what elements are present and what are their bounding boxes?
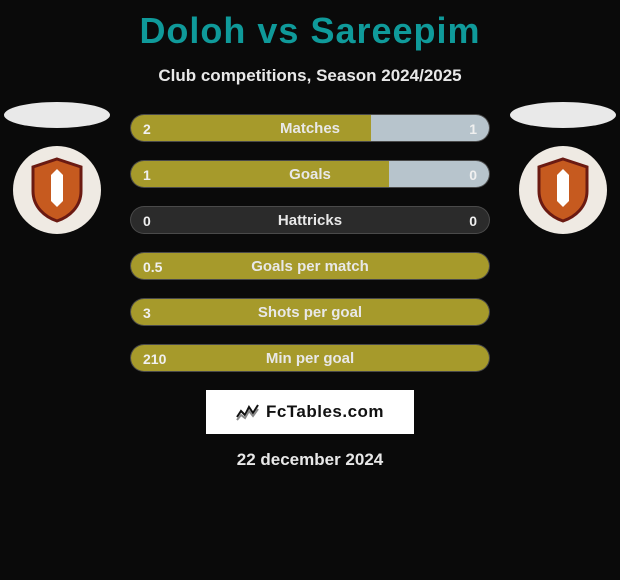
stat-row: Matches2 1: [130, 114, 490, 142]
comparison-panel: Matches21Goals10Hattricks00Goals per mat…: [0, 114, 620, 372]
stat-row: Shots per goal3: [130, 298, 490, 326]
player-right-club-badge: [519, 146, 607, 234]
credit-text: FcTables.com: [266, 402, 384, 422]
player-left-column: [2, 102, 112, 234]
stat-label: Goals: [131, 161, 489, 188]
stat-value-left: 0: [143, 207, 151, 234]
player-right-photo-placeholder: [510, 102, 616, 128]
chart-wave-icon: [236, 403, 260, 421]
player-left-club-badge: [13, 146, 101, 234]
stat-value-left: 0.5: [143, 253, 162, 280]
stat-row: Goals per match0.5: [130, 252, 490, 280]
stat-row: Goals1 0: [130, 160, 490, 188]
stat-value-left: 210: [143, 345, 166, 372]
stat-label: Shots per goal: [131, 299, 489, 326]
stat-value-left: 1: [143, 161, 151, 188]
shield-inner-icon: [557, 169, 569, 207]
stat-label: Matches: [131, 115, 489, 142]
shield-icon: [535, 157, 591, 223]
stat-label: Min per goal: [131, 345, 489, 372]
stat-value-right: 0: [469, 161, 477, 188]
stat-label: Goals per match: [131, 253, 489, 280]
credit-box: FcTables.com: [206, 390, 414, 434]
stat-row: Hattricks0 0: [130, 206, 490, 234]
subtitle: Club competitions, Season 2024/2025: [0, 66, 620, 86]
player-left-photo-placeholder: [4, 102, 110, 128]
stat-value-left: 2: [143, 115, 151, 142]
shield-inner-icon: [51, 169, 63, 207]
date-text: 22 december 2024: [0, 450, 620, 470]
shield-icon: [29, 157, 85, 223]
player-right-column: [508, 102, 618, 234]
stat-row: Min per goal210: [130, 344, 490, 372]
stat-value-left: 3: [143, 299, 151, 326]
stat-value-right: 1: [469, 115, 477, 142]
stat-bars: Matches21Goals10Hattricks00Goals per mat…: [130, 114, 490, 372]
stat-value-right: 0: [469, 207, 477, 234]
stat-label: Hattricks: [131, 207, 489, 234]
page-title: Doloh vs Sareepim: [0, 0, 620, 52]
